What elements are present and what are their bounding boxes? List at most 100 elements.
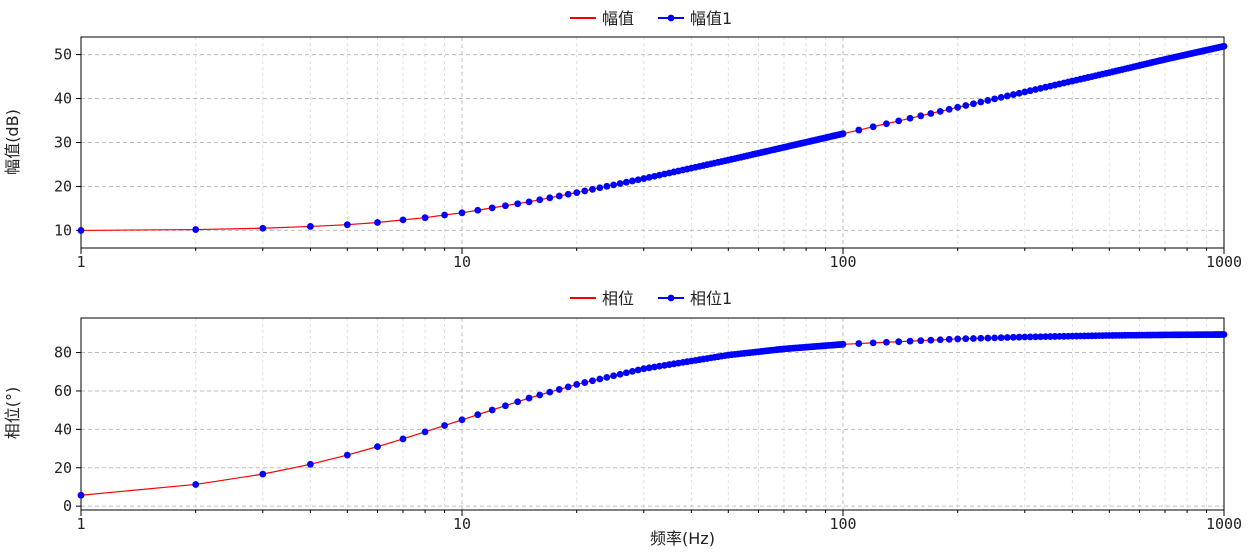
series-point: [984, 97, 992, 104]
legend-label: 相位: [602, 289, 634, 308]
x-tick-label: 1: [76, 253, 85, 271]
series-point: [502, 402, 509, 410]
y-axis-label: 幅值(dB): [3, 109, 22, 175]
series-point: [622, 369, 630, 377]
series-point: [970, 335, 977, 342]
series-point: [954, 103, 962, 111]
series-point: [997, 334, 1005, 342]
series-point: [616, 180, 624, 187]
series-point: [306, 223, 314, 230]
x-tick-label: 10: [453, 515, 471, 533]
series-point: [1015, 333, 1023, 341]
series-point: [1009, 91, 1017, 98]
series-point: [645, 364, 653, 372]
series-point: [970, 100, 977, 108]
series-point: [945, 105, 953, 113]
legend: 相位 相位1: [570, 289, 732, 308]
series-point: [374, 443, 381, 451]
series-point: [936, 336, 944, 344]
series-point: [589, 377, 596, 385]
x-axis-label: 频率(Hz): [650, 529, 715, 548]
series-point: [596, 375, 604, 383]
series-point: [374, 219, 381, 226]
y-tick-label: 20: [54, 177, 72, 195]
y-tick-label: 10: [54, 221, 72, 239]
series-point: [634, 366, 642, 374]
series-point: [488, 204, 496, 212]
series-point: [343, 451, 351, 459]
series-point: [640, 365, 648, 373]
series-point: [927, 110, 935, 117]
series-point: [192, 226, 200, 233]
series-point: [651, 363, 658, 371]
series-point: [1032, 333, 1039, 341]
series-point: [564, 383, 572, 391]
series-point: [1015, 89, 1023, 97]
series-point: [640, 175, 648, 182]
series-line-幅值: [80, 45, 1225, 232]
series-point: [628, 177, 636, 185]
series-point: [259, 470, 267, 478]
plot-frame: [80, 317, 1225, 511]
series-point: [421, 214, 429, 222]
series-point: [399, 435, 407, 443]
y-tick-label: 80: [54, 344, 72, 362]
series-point: [634, 176, 642, 184]
series-point: [917, 337, 925, 345]
y-tick-label: 30: [54, 134, 72, 152]
series-point: [977, 98, 985, 106]
series-point: [936, 107, 944, 115]
series-point: [962, 102, 970, 109]
series-point: [564, 190, 572, 198]
series-point: [869, 123, 877, 131]
series-point: [616, 370, 624, 378]
series-point: [1021, 333, 1029, 341]
series-point: [573, 189, 581, 197]
series-point: [555, 386, 563, 393]
series-point: [1003, 92, 1011, 100]
series-point: [514, 200, 522, 208]
y-tick-label: 40: [54, 90, 72, 108]
series-point: [1220, 331, 1228, 338]
series-point: [474, 411, 482, 419]
series-point: [997, 93, 1005, 101]
legend-swatch-marker: [667, 294, 675, 302]
series-point: [977, 334, 985, 342]
series-point: [610, 181, 618, 189]
series-point: [839, 340, 847, 348]
series-point: [1042, 333, 1049, 341]
series-point: [917, 112, 925, 120]
series-point: [895, 117, 903, 125]
series-point: [883, 120, 890, 128]
series-point: [883, 338, 890, 346]
series-point: [603, 373, 611, 381]
series-point: [259, 224, 267, 232]
chart-panel-2: 0 20 40 60 80 1 10 100 1000 相位(°) 频率(Hz) 相位 相位1: [3, 289, 1242, 548]
y-tick-label: 0: [63, 497, 72, 515]
series-point: [458, 416, 466, 424]
series-point: [573, 381, 581, 388]
series-point: [651, 172, 658, 180]
series-point: [589, 185, 596, 193]
series-point: [555, 192, 563, 200]
series-point: [991, 95, 999, 103]
series-point: [399, 216, 407, 224]
series-point: [645, 173, 653, 181]
series-point: [536, 391, 544, 399]
series-point: [855, 340, 863, 347]
series-point: [1021, 88, 1029, 96]
series-point: [458, 209, 466, 217]
series-line-相位: [80, 333, 1225, 496]
series-point: [421, 428, 429, 436]
legend: 幅值 幅值1: [570, 9, 732, 28]
series-point: [628, 367, 636, 375]
x-tick-label: 1000: [1206, 253, 1242, 271]
x-tick-label: 1000: [1206, 515, 1242, 533]
series-point: [77, 491, 85, 499]
series-point: [895, 338, 903, 346]
y-tick-label: 40: [54, 420, 72, 438]
series-point: [306, 460, 314, 468]
series-point: [927, 336, 935, 344]
series-point: [525, 198, 533, 206]
